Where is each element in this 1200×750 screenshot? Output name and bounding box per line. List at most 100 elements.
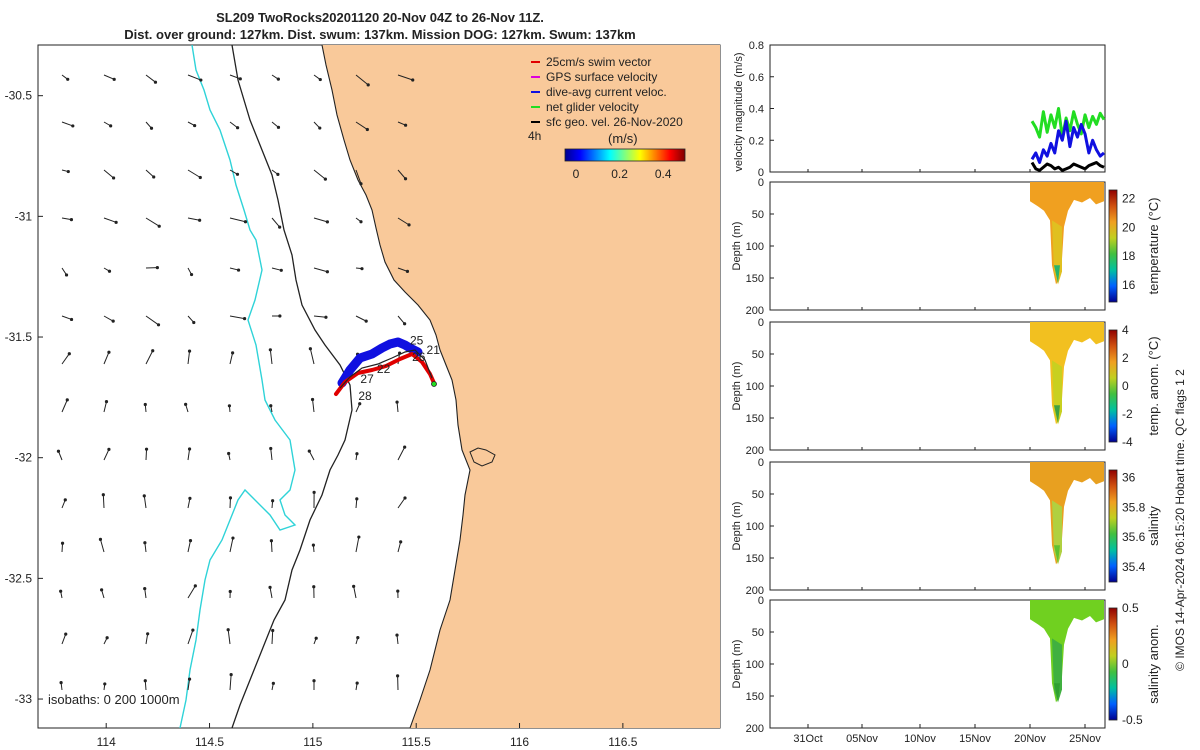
velocity-arrow (313, 169, 326, 180)
velocity-arrow (229, 674, 232, 691)
velocity-arrow (145, 217, 160, 227)
velocity-arrow-head (151, 349, 155, 353)
velocity-arrow-head (64, 273, 69, 277)
salinity-section-colorbar-tick: 35.6 (1122, 530, 1146, 544)
salinity-section-ylabel: Depth (m) (731, 502, 743, 551)
temp-anomaly-section-y-tick-label: 150 (746, 413, 764, 425)
velocity-arrow (61, 121, 73, 127)
velocity-arrow-head (193, 584, 197, 588)
velocity-y-tick-label: 0.8 (749, 40, 764, 52)
velocity-arrow-head (188, 538, 193, 543)
velocity-arrow (308, 450, 315, 461)
time-x-tick-label: 25Nov (1069, 733, 1101, 745)
velocity-arrow-head (269, 404, 273, 408)
map-y-tick-label: -32.5 (5, 571, 33, 585)
velocity-arrow (103, 74, 115, 80)
temperature-section-ylabel: Depth (m) (731, 222, 743, 271)
isobath-1000m (179, 45, 297, 728)
velocity-arrow-head (359, 182, 363, 186)
velocity-arrow (229, 352, 234, 365)
velocity-arrow (229, 537, 234, 553)
velocity-arrow (355, 74, 369, 86)
velocity-arrow-head (364, 319, 368, 323)
velocity-arrow (103, 352, 110, 365)
legend-entry-label: dive-avg current veloc. (546, 85, 667, 99)
salinity-anomaly-section-field (1030, 600, 1104, 703)
land-area (322, 45, 720, 728)
map-y-tick-label: -33 (15, 692, 33, 706)
temperature-section-y-tick-label: 50 (752, 209, 764, 221)
temperature-section-colorbar (1108, 189, 1118, 303)
velocity-arrow (227, 629, 231, 645)
salinity-section-y-tick-label: 0 (758, 457, 764, 469)
velocity-arrow (103, 401, 107, 413)
velocity-y-ticks: 0 0.2 0.4 0.6 0.8 (749, 40, 774, 179)
figure-title-line2: Dist. over ground: 127km. Dist. swum: 13… (124, 27, 636, 42)
salinity-section-panel: Depth (m) 0 50 100 150 200 35.4 35.6 35.8 36 salin… (731, 457, 1161, 597)
map-y-tick-label: -30.5 (5, 89, 33, 103)
velocity-arrow-head (236, 268, 241, 272)
velocity-arrow (143, 495, 147, 509)
salinity-anomaly-section-colorbar-tick: -0.5 (1122, 713, 1143, 727)
velocity-arrow-head (66, 77, 70, 81)
velocity-series (1030, 107, 1106, 172)
velocity-arrow-head (59, 589, 63, 593)
salinity-section-colorbar-tick: 35.4 (1122, 560, 1146, 574)
velocity-arrow-head (155, 266, 159, 270)
velocity-arrow-head (231, 536, 235, 540)
velocity-arrow (187, 74, 202, 81)
map-x-tick-label: 115.5 (402, 735, 431, 749)
temperature-section-y-tick-label: 150 (746, 273, 764, 285)
velocity-arrow-head (276, 77, 280, 81)
temp-anomaly-section-colorbar-tick: 2 (1122, 351, 1129, 365)
salinity-section-colorbar (1108, 469, 1118, 583)
track-day-label: 27 (360, 372, 374, 386)
velocity-arrow-head (143, 586, 147, 591)
velocity-arrow-head (403, 322, 407, 326)
velocity-arrow-head (235, 172, 240, 176)
temperature-section-colorbar-tick: 18 (1122, 249, 1136, 263)
velocity-arrow (313, 267, 328, 273)
velocity-arrow-head (365, 127, 369, 132)
velocity-arrow (397, 74, 413, 81)
map-colorbar-bar (564, 148, 686, 162)
velocity-arrow-head (199, 78, 203, 82)
velocity-arrow-head (103, 682, 107, 686)
velocity-arrow-head (114, 220, 118, 224)
velocity-arrow-head (271, 681, 275, 685)
velocity-arrow (269, 587, 273, 599)
velocity-arrow (103, 315, 114, 322)
velocity-arrow-head (64, 632, 68, 636)
velocity-arrow-head (323, 177, 327, 181)
velocity-arrow (99, 539, 105, 553)
velocity-arrow-head (107, 269, 112, 273)
temperature-section-panel: Depth (m) 0 50 100 150 200 16 18 20 22 temperature… (731, 177, 1161, 317)
velocity-arrow-head (278, 314, 282, 318)
map-y-tick-label: -32 (15, 451, 33, 465)
velocity-arrow-head (63, 498, 67, 502)
salinity-section-colorbar-tick: 35.8 (1122, 500, 1146, 514)
time-label: 4h (528, 129, 541, 143)
velocity-arrow (61, 353, 70, 365)
velocity-arrow-head (228, 589, 232, 594)
salinity-section-y-tick-label: 50 (752, 489, 764, 501)
velocity-arrow-head (143, 679, 147, 683)
salinity-anomaly-section-y-tick-label: 150 (746, 691, 764, 703)
velocity-arrow-head (355, 452, 359, 456)
velocity-arrow (313, 217, 328, 223)
velocity-arrow-head (101, 493, 105, 497)
salinity-anomaly-section-ylabel: Depth (m) (731, 640, 743, 689)
velocity-arrow (145, 449, 148, 461)
time-x-tick-label: 31Oct (793, 733, 822, 745)
velocity-arrow (187, 448, 191, 461)
track-dive-avg-current (337, 337, 423, 388)
map-x-tick-label: 114 (97, 735, 116, 749)
velocity-arrow-head (142, 494, 146, 498)
velocity-arrow-head (104, 400, 109, 404)
velocity-arrow-head (242, 317, 247, 321)
velocity-arrow-head (143, 402, 147, 407)
temp-anomaly-section-tip-field (1054, 405, 1060, 424)
temp-anomaly-section-colorbar-tick: 0 (1122, 379, 1129, 393)
velocity-arrow-head (198, 218, 202, 222)
velocity-arrow-head (403, 496, 407, 500)
